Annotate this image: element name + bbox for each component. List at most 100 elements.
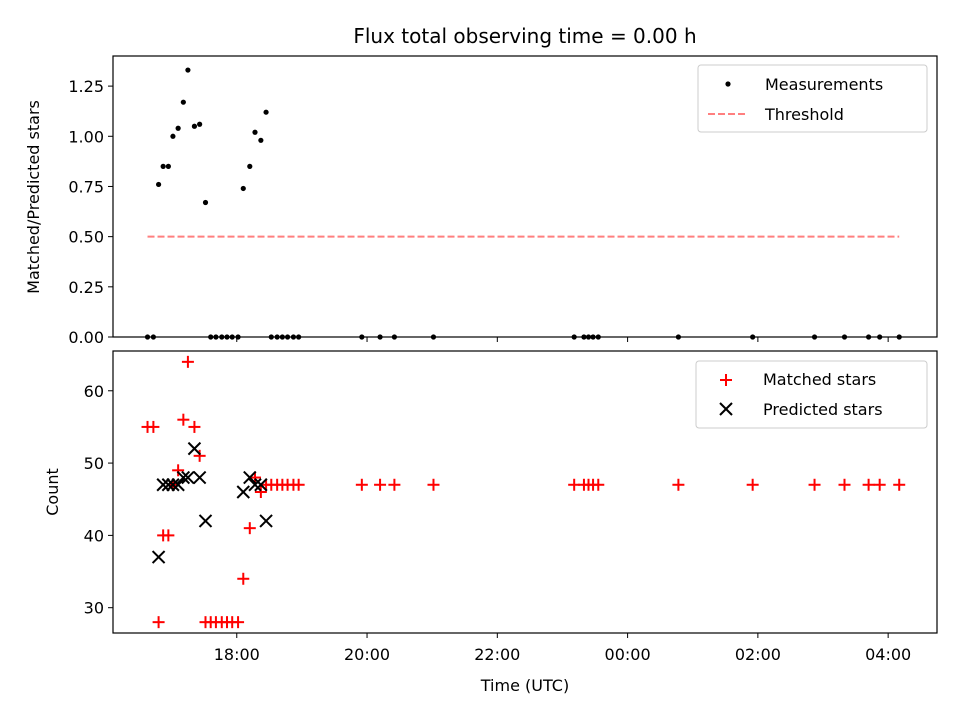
measurement-point: [279, 334, 285, 340]
measurement-point: [197, 121, 203, 127]
measurement-point: [252, 129, 258, 135]
x-tick-label: 18:00: [214, 645, 260, 664]
measurement-point: [377, 334, 383, 340]
measurement-point: [240, 185, 246, 192]
top-legend: Measurements Threshold: [697, 64, 928, 133]
y-tick-label: 30: [84, 599, 104, 618]
predicted-star-point: [248, 478, 262, 492]
top-plot-area: [144, 67, 902, 340]
measurement-point: [896, 334, 902, 340]
measurement-point: [235, 334, 241, 340]
predicted-star-point: [243, 470, 257, 485]
measurement-point: [581, 334, 587, 340]
matched-star-point: [374, 478, 387, 491]
matched-star-point: [147, 420, 160, 433]
measurement-point: [284, 334, 291, 340]
measurement-point: [229, 334, 235, 340]
chart-title: Flux total observing time = 0.00 h: [353, 24, 696, 48]
matched-star-point: [243, 522, 256, 535]
measurement-point: [258, 137, 264, 143]
measurement-point: [165, 163, 171, 169]
predicted-star-point: [176, 470, 191, 485]
y-tick-label: 0.50: [68, 228, 104, 247]
matched-star-point: [177, 413, 190, 426]
matched-star-point: [188, 420, 201, 433]
predicted-star-point: [156, 478, 170, 492]
predicted-star-point: [198, 514, 213, 528]
matched-star-point: [672, 478, 685, 491]
predicted-star-point: [181, 470, 195, 485]
matched-star-point: [427, 478, 440, 491]
measurement-point: [391, 334, 397, 340]
legend-threshold-label: Threshold: [764, 105, 844, 124]
bottom-x-axis-title: Time (UTC): [480, 676, 569, 695]
bottom-axes-frame: [112, 350, 938, 634]
measurement-point: [247, 163, 253, 169]
legend-predicted-label: Predicted stars: [763, 400, 883, 419]
matched-star-point: [193, 449, 206, 462]
matched-star-point: [232, 616, 245, 629]
measurement-point: [160, 163, 166, 169]
matched-star-point: [237, 572, 250, 585]
measurement-point: [144, 334, 151, 340]
bottom-y-axis: 30 40 50 60: [84, 382, 113, 618]
x-tick-label: 00:00: [605, 645, 651, 664]
measurement-point: [866, 334, 872, 340]
measurement-point: [202, 199, 209, 206]
matched-star-point: [152, 616, 165, 629]
measurement-point: [750, 334, 756, 340]
bottom-x-axis: 18:00 20:00 22:00 00:00 02:00 04:00: [214, 633, 911, 664]
x-tick-label: 02:00: [735, 645, 781, 664]
measurement-point: [268, 334, 274, 340]
matched-star-point: [893, 478, 906, 491]
measurement-point: [877, 334, 883, 340]
matched-star-point: [355, 478, 368, 491]
matched-star-point: [388, 478, 401, 491]
legend-matched-marker: [720, 374, 732, 386]
measurement-point: [213, 334, 219, 340]
matched-star-point: [808, 478, 821, 491]
predicted-star-point: [259, 514, 273, 528]
matched-star-point: [838, 478, 851, 491]
matched-star-point: [172, 464, 185, 477]
y-tick-label: 40: [84, 526, 104, 545]
measurement-point: [675, 334, 682, 340]
top-axes-frame: [112, 55, 938, 338]
y-tick-label: 0.00: [68, 328, 104, 347]
predicted-star-point: [187, 441, 202, 456]
x-tick-label: 04:00: [865, 645, 911, 664]
matched-star-point: [873, 478, 886, 491]
measurement-point: [155, 181, 162, 188]
measurement-point: [571, 334, 577, 340]
y-tick-label: 60: [84, 382, 104, 401]
measurement-point: [274, 334, 280, 340]
predicted-star-point: [254, 478, 268, 492]
matched-star-point: [862, 478, 875, 491]
measurement-point: [150, 334, 156, 340]
measurement-point: [585, 334, 592, 340]
y-tick-label: 0.25: [68, 278, 104, 297]
measurement-point: [208, 334, 214, 340]
bottom-legend-box: [695, 360, 928, 429]
measurement-point: [170, 133, 176, 139]
measurement-point: [263, 109, 269, 115]
measurement-point: [590, 334, 596, 340]
y-tick-label: 0.75: [68, 177, 104, 196]
legend-predicted-marker: [719, 402, 733, 416]
matched-star-point: [746, 478, 759, 491]
measurement-point: [175, 125, 181, 131]
y-tick-label: 1.00: [68, 127, 104, 146]
matched-star-point: [162, 529, 175, 542]
x-tick-label: 20:00: [344, 645, 390, 664]
measurement-point: [185, 67, 191, 73]
measurement-point: [595, 334, 601, 340]
measurement-point: [430, 334, 437, 340]
measurement-point: [180, 99, 186, 105]
legend-matched-label: Matched stars: [763, 370, 876, 389]
matched-star-point: [181, 355, 194, 368]
predicted-star-point: [161, 478, 176, 492]
y-tick-label: 50: [84, 454, 104, 473]
predicted-star-point: [166, 478, 180, 492]
legend-measurements-marker: [725, 81, 731, 87]
